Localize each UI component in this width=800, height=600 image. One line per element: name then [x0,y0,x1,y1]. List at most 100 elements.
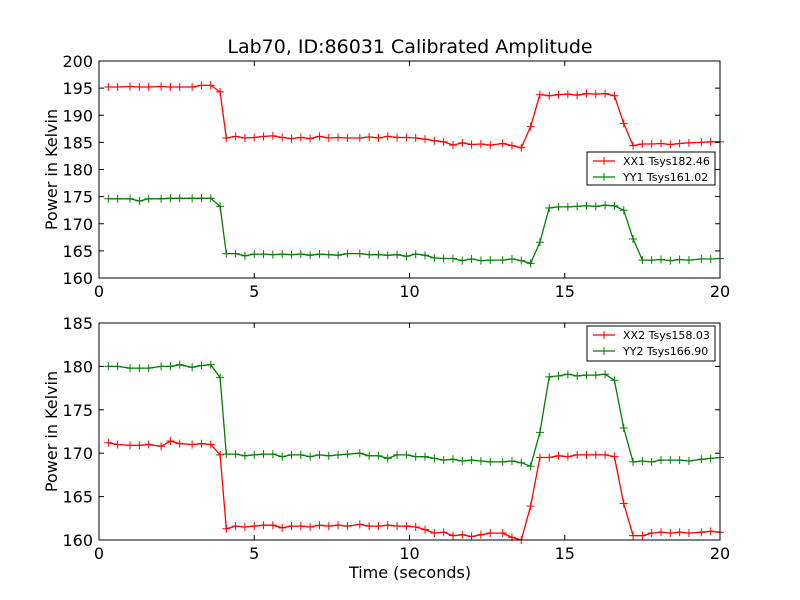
data-point [666,140,675,149]
data-point [104,362,113,371]
data-point [240,522,249,531]
data-point [467,140,476,149]
y-tick-label: 170 [62,444,93,463]
x-tick-label: 10 [399,544,419,563]
data-point [411,134,420,143]
data-point [498,529,507,538]
data-point [355,134,364,143]
data-point [231,132,240,141]
data-point [296,450,305,459]
data-point [563,370,572,379]
data-point [629,531,638,540]
data-point [657,139,666,148]
data-point [647,140,656,149]
data-point [467,255,476,264]
y-tick-label: 185 [62,133,93,152]
data-point [421,452,430,461]
data-point [287,250,296,259]
data-point [573,450,582,459]
data-point [268,521,277,530]
data-point [126,82,135,91]
data-point [545,204,554,213]
data-point [526,122,535,131]
data-point [259,132,268,141]
data-point [104,83,113,92]
data-point [647,529,656,538]
data-point [197,194,206,203]
data-point [601,201,610,210]
data-point [175,439,184,448]
legend-box [586,151,716,186]
data-point [697,255,706,264]
data-point [545,372,554,381]
data-point [144,83,153,92]
data-point [343,450,352,459]
data-point [306,251,315,260]
data-point [507,457,516,466]
y-tick-label: 160 [62,269,93,288]
data-point [591,202,600,211]
x-tick-label: 20 [710,282,730,301]
data-point [206,440,215,449]
data-point [104,194,113,203]
data-point [476,256,485,265]
data-point [582,89,591,98]
data-point [517,256,526,265]
data-point [647,256,656,265]
data-point [526,259,535,268]
y-tick-label: 185 [62,314,93,333]
series-group [104,360,724,471]
data-point [666,256,675,265]
data-point [259,450,268,459]
data-point [467,456,476,465]
data-point [166,83,175,92]
data-point [144,440,153,449]
data-point [306,522,315,531]
data-point [250,250,259,259]
data-point [166,194,175,203]
data-point [157,194,166,203]
data-point [591,450,600,459]
data-point [582,201,591,210]
data-point [486,141,495,150]
x-tick-label: 20 [710,544,730,563]
data-point [126,364,135,373]
data-point [526,502,535,511]
data-point [610,452,619,461]
data-point [231,249,240,258]
data-point [144,364,153,373]
data-point [535,453,544,462]
data-point [697,138,706,147]
data-point [188,440,197,449]
data-point [675,255,684,264]
data-point [216,202,225,211]
data-point [706,255,715,264]
data-point [476,457,485,466]
data-point [216,450,225,459]
y-tick-label: 160 [62,531,93,550]
data-point [563,90,572,99]
data-point [458,530,467,539]
y-tick-label: 180 [62,357,93,376]
data-point [240,251,249,260]
data-point [448,531,457,540]
x-tick-label: 5 [249,544,259,563]
data-point [402,450,411,459]
data-point [334,133,343,142]
data-point [206,81,215,90]
data-point [296,133,305,142]
x-tick-label: 0 [94,544,104,563]
data-point [393,450,402,459]
data-point [315,450,324,459]
series-group [104,437,724,544]
data-point [287,522,296,531]
data-point [486,457,495,466]
data-point [545,91,554,100]
data-point [144,194,153,203]
data-point [448,254,457,263]
data-point [175,360,184,369]
data-point [250,522,259,531]
data-point [601,370,610,379]
data-point [343,134,352,143]
